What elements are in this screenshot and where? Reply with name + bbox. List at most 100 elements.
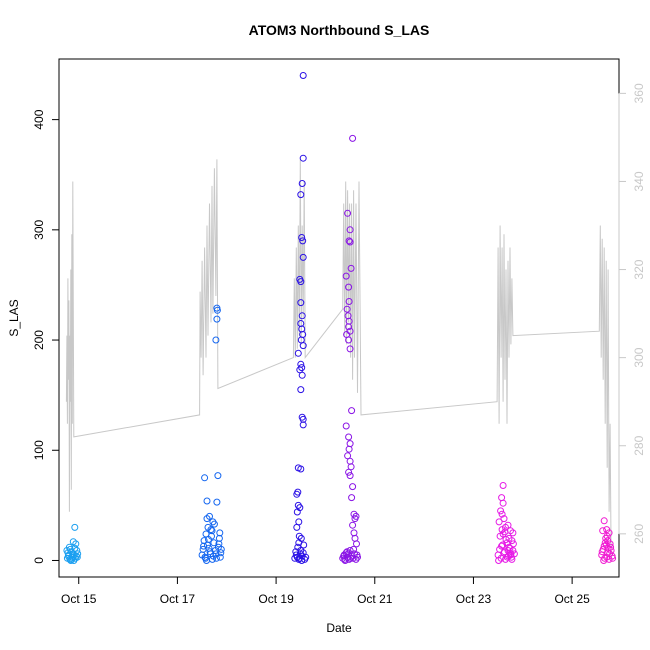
data-point <box>299 253 307 261</box>
data-point <box>213 306 221 314</box>
data-point <box>342 422 350 430</box>
x-tick-label: Oct 23 <box>456 592 492 606</box>
data-point <box>340 552 348 560</box>
data-point <box>502 536 510 543</box>
data-point <box>345 323 353 331</box>
data-point <box>201 474 209 482</box>
data-point <box>207 526 215 534</box>
data-point <box>210 539 218 547</box>
data-point <box>346 472 354 480</box>
data-point <box>213 315 221 323</box>
data-point <box>501 548 508 556</box>
data-point <box>609 554 617 562</box>
data-point <box>299 72 307 79</box>
data-point <box>71 523 79 531</box>
data-point <box>200 542 208 550</box>
data-point <box>299 237 307 245</box>
data-point <box>299 421 307 429</box>
data-point <box>345 237 353 245</box>
data-point <box>498 510 506 518</box>
y2-tick-label: 260 <box>632 524 646 544</box>
data-point <box>345 468 353 476</box>
data-point <box>299 154 307 162</box>
data-point <box>504 521 512 529</box>
y2-tick-label: 280 <box>632 435 646 455</box>
data-point <box>346 226 354 234</box>
line-series <box>65 159 612 556</box>
data-point <box>345 283 353 291</box>
data-point <box>347 463 355 471</box>
scatter-points <box>63 72 617 564</box>
data-point <box>74 550 82 558</box>
data-point <box>207 550 214 558</box>
data-point <box>212 336 220 344</box>
data-point <box>298 180 306 187</box>
data-point <box>353 551 361 559</box>
data-point <box>298 234 306 241</box>
data-point <box>345 336 353 344</box>
data-point <box>509 540 517 548</box>
data-point <box>599 527 607 535</box>
data-point <box>505 543 513 551</box>
data-point <box>212 554 220 562</box>
data-point <box>344 550 352 558</box>
data-point <box>501 528 509 536</box>
data-point <box>299 549 307 557</box>
y-tick-label: 0 <box>32 557 46 564</box>
data-point <box>346 238 354 246</box>
data-point <box>345 298 353 305</box>
data-point <box>72 540 80 548</box>
data-point <box>510 550 518 558</box>
x-axis: Oct 15 Oct 17 Oct 19 Oct 21 Oct 23 Oct 25 <box>61 576 590 606</box>
data-point <box>507 550 515 558</box>
data-point <box>603 532 611 540</box>
data-point <box>345 433 353 441</box>
x-axis-label: Date <box>326 621 352 635</box>
data-point <box>297 278 305 286</box>
data-point <box>606 540 614 548</box>
y-tick-label: 300 <box>32 219 46 239</box>
data-point <box>294 349 302 357</box>
data-point <box>499 499 507 507</box>
data-point <box>63 547 71 554</box>
data-point <box>297 386 305 394</box>
data-point <box>341 555 349 563</box>
data-point <box>347 264 355 272</box>
data-point <box>293 508 301 516</box>
y-tick-label: 200 <box>32 330 46 350</box>
y-tick-label: 100 <box>32 440 46 460</box>
data-point <box>298 371 306 379</box>
data-point <box>497 507 505 515</box>
data-point <box>216 529 224 537</box>
y2-tick-label: 360 <box>632 83 646 103</box>
y-tick-label: 400 <box>32 109 46 129</box>
data-point <box>292 551 300 559</box>
data-point <box>349 521 357 529</box>
data-point <box>298 364 306 372</box>
data-point <box>216 553 224 561</box>
x-tick-label: Oct 17 <box>160 592 196 606</box>
data-point <box>203 497 211 505</box>
data-point <box>213 498 221 506</box>
data-point <box>503 539 511 547</box>
data-point <box>201 553 209 561</box>
data-point <box>297 465 305 473</box>
x-tick-label: Oct 19 <box>258 592 294 606</box>
data-point <box>205 536 212 543</box>
data-point <box>500 515 508 523</box>
secondary-y-axis: 260 280 300 320 340 360 <box>618 83 646 544</box>
y2-tick-label: 320 <box>632 259 646 279</box>
y2-tick-label: 300 <box>632 347 646 367</box>
data-point <box>295 532 303 540</box>
data-point <box>607 547 615 554</box>
data-point <box>352 512 360 520</box>
data-point <box>217 545 225 553</box>
data-point <box>73 553 81 561</box>
data-point <box>600 517 608 525</box>
data-point <box>349 483 357 491</box>
y-axis: 0 100 200 300 400 <box>32 109 60 564</box>
data-point <box>293 490 301 498</box>
data-point <box>498 542 506 550</box>
data-point <box>499 482 507 489</box>
